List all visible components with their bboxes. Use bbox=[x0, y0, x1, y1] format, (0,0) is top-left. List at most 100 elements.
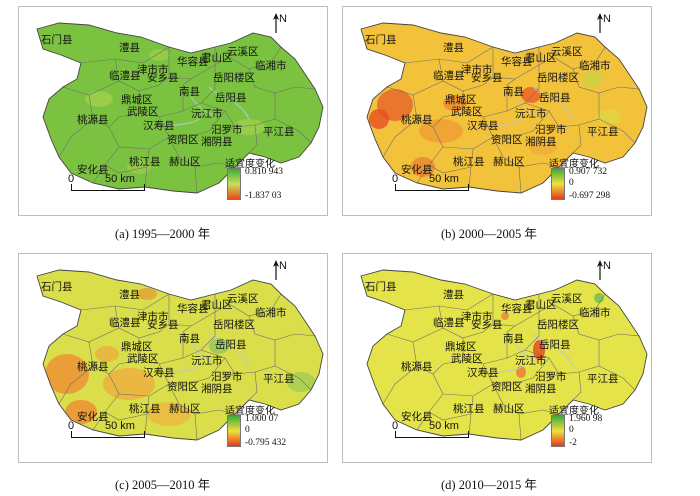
county-border bbox=[482, 363, 494, 385]
legend-color-bar bbox=[227, 168, 241, 200]
county-label: 汉寿县 bbox=[467, 120, 499, 132]
legend-max: 0.907 732 bbox=[569, 167, 607, 177]
county-label: 汨罗市 bbox=[211, 371, 243, 383]
county-border bbox=[548, 126, 560, 132]
legend-max: 0.810 943 bbox=[245, 167, 283, 177]
county-border bbox=[506, 325, 516, 358]
county-border bbox=[228, 293, 282, 317]
county-label: 澧县 bbox=[119, 289, 140, 301]
county-border bbox=[416, 126, 444, 184]
north-label: N bbox=[603, 13, 611, 25]
county-label: 平江县 bbox=[587, 126, 619, 138]
county-label: 安乡县 bbox=[147, 319, 179, 331]
county-label: 津市市 bbox=[461, 64, 493, 76]
county-label: 桃源县 bbox=[77, 361, 109, 373]
water-line bbox=[208, 86, 232, 102]
county-label: 安化县 bbox=[77, 164, 109, 176]
change-patch bbox=[65, 400, 97, 424]
caption-b: (b) 2000—2005 年 bbox=[441, 227, 537, 241]
county-border bbox=[518, 413, 522, 441]
legend-color-bar bbox=[551, 168, 565, 200]
water-line bbox=[514, 343, 538, 363]
county-border bbox=[274, 118, 312, 144]
county-map-d bbox=[360, 269, 648, 441]
county-label: 石门县 bbox=[41, 281, 73, 293]
county-label: 鼎城区 bbox=[445, 341, 477, 353]
county-border bbox=[194, 413, 198, 441]
legend-zero: 0 bbox=[569, 425, 574, 435]
legend-zero: 0 bbox=[569, 178, 574, 188]
county-border bbox=[552, 46, 606, 70]
north-label: N bbox=[279, 13, 287, 25]
change-patch bbox=[149, 49, 169, 61]
county-label: 资阳区 bbox=[167, 134, 199, 146]
county-border bbox=[224, 373, 236, 379]
legend-title: 适宜度变化 bbox=[549, 406, 599, 417]
county-border bbox=[438, 56, 554, 92]
county-label: 汉寿县 bbox=[467, 367, 499, 379]
change-patch bbox=[597, 109, 621, 125]
county-border bbox=[274, 365, 312, 391]
north-label: N bbox=[279, 260, 287, 272]
county-border bbox=[228, 46, 282, 70]
county-border bbox=[248, 371, 258, 401]
county-border bbox=[118, 357, 226, 397]
county-label: 桃江县 bbox=[453, 156, 485, 168]
change-patch bbox=[137, 288, 157, 300]
county-border bbox=[442, 110, 550, 150]
water-line bbox=[168, 118, 200, 128]
north-arrow-icon: N bbox=[272, 13, 302, 39]
county-label: 沅江市 bbox=[515, 108, 547, 120]
region-outline bbox=[360, 269, 648, 441]
county-label: 君山区 bbox=[201, 299, 233, 311]
legend: 适宜度变化 0.907 732 0 -0.697 298 bbox=[549, 155, 651, 215]
scale-zero: 0 bbox=[68, 420, 75, 432]
county-label: 湘阴县 bbox=[201, 136, 233, 148]
legend-min: -0.697 298 bbox=[569, 191, 611, 201]
county-border bbox=[114, 56, 230, 92]
county-label: 君山区 bbox=[525, 299, 557, 311]
legend-max: 1.960 98 bbox=[569, 414, 603, 424]
scale-distance: 50 km bbox=[429, 173, 459, 185]
county-label: 君山区 bbox=[525, 52, 557, 64]
county-label: 湘阴县 bbox=[201, 383, 233, 395]
county-label: 资阳区 bbox=[491, 381, 523, 393]
legend: 适宜度变化 1.000 07 0 -0.795 432 bbox=[225, 402, 327, 462]
county-label: 安乡县 bbox=[471, 72, 503, 84]
county-label: 桃江县 bbox=[453, 403, 485, 415]
county-border bbox=[194, 166, 198, 194]
county-label: 赫山区 bbox=[493, 156, 525, 168]
county-label: 汉寿县 bbox=[143, 120, 175, 132]
county-label: 平江县 bbox=[263, 373, 295, 385]
water-line bbox=[208, 333, 232, 349]
scale-distance: 50 km bbox=[429, 420, 459, 432]
county-label: 安乡县 bbox=[147, 72, 179, 84]
county-border bbox=[200, 93, 276, 128]
county-label: 华容县 bbox=[501, 56, 533, 68]
change-patch bbox=[443, 95, 467, 111]
county-border bbox=[182, 325, 192, 358]
county-label: 君山区 bbox=[201, 52, 233, 64]
north-arrow-icon: N bbox=[596, 13, 626, 39]
county-border bbox=[442, 357, 550, 397]
county-label: 桃源县 bbox=[77, 114, 109, 126]
north-arrow-icon: N bbox=[272, 260, 302, 286]
county-label: 岳阳楼区 bbox=[213, 319, 255, 331]
county-border bbox=[104, 411, 148, 421]
county-label: 武陵区 bbox=[451, 353, 483, 365]
caption-c: (c) 2005—2010 年 bbox=[115, 478, 211, 492]
water-line bbox=[532, 86, 556, 102]
county-border bbox=[92, 126, 120, 184]
north-arrow-icon: N bbox=[596, 260, 626, 286]
county-label: 澧县 bbox=[443, 42, 464, 54]
scale-bar: 0 50 km bbox=[392, 173, 505, 197]
county-map-a bbox=[36, 22, 324, 194]
county-label: 武陵区 bbox=[127, 353, 159, 365]
county-label: 南县 bbox=[179, 333, 200, 345]
county-border bbox=[158, 363, 170, 385]
county-label: 沅江市 bbox=[191, 355, 223, 367]
county-label: 桃江县 bbox=[129, 156, 161, 168]
change-patch bbox=[147, 402, 191, 426]
change-patch bbox=[209, 338, 229, 354]
county-label: 安化县 bbox=[401, 164, 433, 176]
